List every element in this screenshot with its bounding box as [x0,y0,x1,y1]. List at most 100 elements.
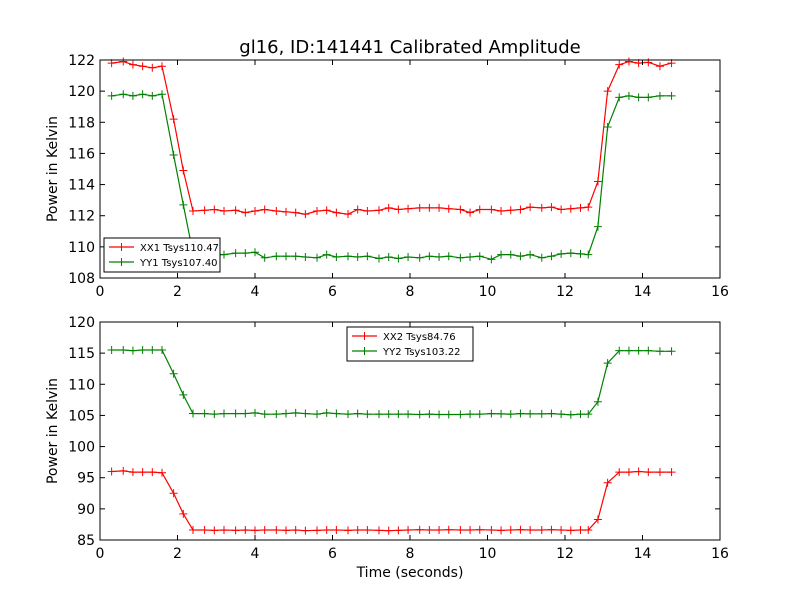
data-point [200,409,209,418]
legend: XX2 Tsys84.76 YY2 Tsys103.22 [346,326,474,362]
y-tick-label: 105 [68,408,95,424]
data-point [497,250,506,259]
series-2 [107,346,676,419]
data-point [444,410,453,419]
y-tick-label: 118 [68,115,95,131]
data-point [119,57,128,66]
data-point [655,62,664,71]
data-point [179,200,188,209]
data-point [363,207,372,216]
data-point [667,91,676,100]
data-point [415,410,424,419]
x-tick-label: 14 [634,284,652,300]
data-point [128,60,137,69]
data-point [384,526,393,535]
y-tick-label: 85 [77,533,95,549]
data-point [353,252,362,261]
data-point [344,526,352,535]
data-point [466,252,475,261]
data-point [593,397,602,406]
data-point [189,207,197,216]
legend-marker [117,258,126,266]
data-point [200,526,209,535]
data-point [526,203,535,212]
data-point [138,90,147,99]
data-point [487,205,496,214]
data-point [537,253,546,262]
data-point [394,526,403,535]
data-point [526,526,535,535]
data-point [353,409,362,418]
data-point [425,203,434,212]
data-point [615,346,624,355]
data-point [425,410,434,419]
data-point [547,525,556,534]
data-point [148,468,157,477]
data-point [624,91,633,100]
data-point [576,249,585,258]
data-point [624,346,633,355]
data-point [179,166,188,175]
data-point [375,254,383,263]
data-point [404,252,413,261]
data-point [584,410,593,419]
data-point [251,408,259,417]
x-tick-label: 10 [479,284,497,300]
y-tick-label: 120 [68,84,95,100]
data-point [169,115,178,124]
data-point [322,408,331,417]
data-point [615,60,624,69]
data-point [624,57,633,66]
data-point [526,250,535,259]
data-point [655,91,664,100]
data-point [415,203,424,212]
data-point [425,252,434,261]
y-tick-label: 114 [68,178,95,194]
data-point [404,410,413,419]
y-axis-label: Power in Kelvin [45,116,61,222]
data-point [119,466,128,475]
data-point [547,203,556,212]
x-tick-label: 0 [96,546,105,562]
data-point [231,409,240,418]
data-point [260,410,269,419]
data-point [301,252,310,261]
data-point [169,369,178,378]
data-point [506,410,515,419]
data-point [282,409,290,418]
data-point [526,409,535,418]
data-point [593,222,602,231]
data-point [497,409,506,418]
data-point [231,249,240,258]
data-point [179,509,188,518]
data-point [260,526,269,535]
data-point [634,467,643,476]
data-point [557,249,566,258]
data-point [466,526,475,535]
x-tick-label: 16 [711,284,729,300]
x-tick-label: 16 [711,546,729,562]
x-tick-label: 4 [251,284,260,300]
data-point [148,346,157,355]
data-point [566,410,575,419]
data-point [220,250,228,259]
legend-label: XX2 Tsys84.76 [383,332,456,343]
data-point [282,252,290,261]
data-point [158,346,166,355]
data-point [282,207,290,216]
data-point [200,206,209,215]
data-point [384,410,393,419]
data-point [301,409,310,418]
data-point [394,205,403,214]
plot-panel-1: 0 2 4 6 8 10 12 14 16 108 110 112 114 116 118 120 122 Pow… [45,53,729,300]
data-point [158,90,166,99]
data-point [107,467,116,476]
data-point [634,346,643,355]
data-point [475,525,484,534]
data-point [169,489,178,498]
data-point [344,410,352,419]
data-point [189,526,197,535]
data-point [435,526,444,535]
y-tick-label: 108 [68,271,95,287]
data-point [363,526,372,535]
